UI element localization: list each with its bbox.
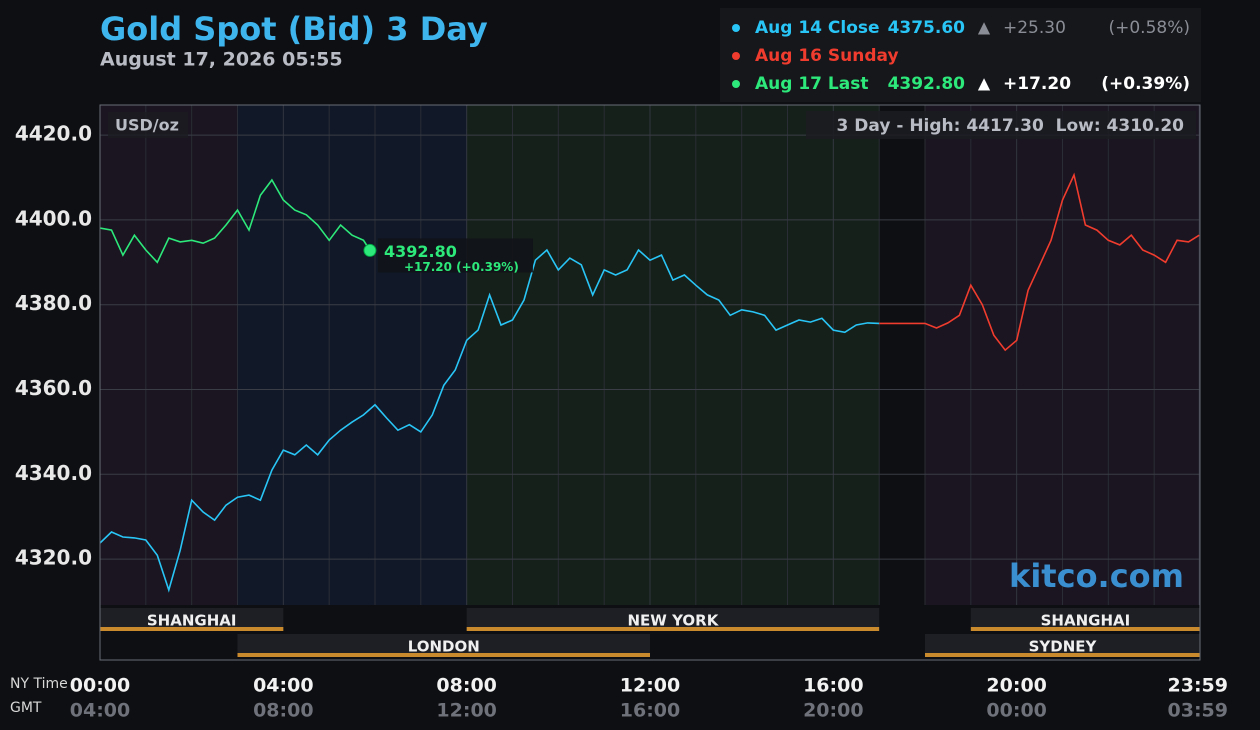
plot-border bbox=[99, 104, 1201, 661]
legend-marker bbox=[732, 80, 740, 88]
unit-box bbox=[108, 112, 188, 138]
legend-change-pct: (+0.39%) bbox=[1101, 74, 1190, 94]
session-bar bbox=[925, 634, 1200, 654]
chart-subtitle: August 17, 2026 05:55 bbox=[100, 49, 343, 71]
legend-marker bbox=[732, 52, 740, 60]
price-line bbox=[100, 248, 880, 593]
y-tick-label: 4360.0 bbox=[15, 376, 92, 400]
x-axis-label: NY Time bbox=[10, 676, 68, 692]
x-tick-label: 20:00 bbox=[986, 675, 1046, 697]
session-shading bbox=[237, 105, 467, 605]
x-tick-label: 08:00 bbox=[436, 675, 496, 697]
session-label: SHANGHAI bbox=[147, 612, 237, 630]
session-underline bbox=[970, 627, 1200, 631]
y-tick-label: 4420.0 bbox=[15, 122, 92, 146]
gmt-tick-label: 20:00 bbox=[803, 700, 863, 722]
price-line bbox=[100, 178, 371, 264]
session-shading bbox=[100, 105, 238, 605]
gmt-tick-label: 03:59 bbox=[1168, 700, 1228, 722]
y-tick-label: 4400.0 bbox=[15, 206, 92, 230]
session-underline bbox=[100, 627, 284, 631]
x-axis-label: GMT bbox=[10, 700, 42, 716]
x-tick-label: 16:00 bbox=[803, 675, 863, 697]
session-underline bbox=[237, 653, 650, 657]
watermark: kitco.com bbox=[1009, 557, 1184, 595]
session-underline bbox=[466, 627, 880, 631]
session-label: SYDNEY bbox=[1029, 638, 1098, 656]
legend-price: 4392.80 bbox=[888, 74, 966, 94]
legend-change-pct: (+0.58%) bbox=[1108, 18, 1190, 38]
session-label: SHANGHAI bbox=[1041, 612, 1131, 630]
legend-name: Aug 14 Close bbox=[755, 18, 880, 38]
legend-name: Aug 16 Sunday bbox=[755, 46, 899, 66]
range-box bbox=[806, 111, 1196, 139]
chart-title: Gold Spot (Bid) 3 Day bbox=[100, 10, 488, 48]
legend-price: 4375.60 bbox=[888, 18, 966, 38]
last-change: +17.20 (+0.39%) bbox=[404, 260, 519, 274]
gmt-tick-label: 04:00 bbox=[70, 700, 130, 722]
session-bar bbox=[466, 608, 880, 628]
session-shading bbox=[466, 105, 880, 605]
session-underline bbox=[925, 653, 1200, 657]
x-tick-label: 12:00 bbox=[620, 675, 680, 697]
session-shading bbox=[879, 105, 925, 605]
y-tick-label: 4320.0 bbox=[15, 546, 92, 570]
y-tick-label: 4380.0 bbox=[15, 291, 92, 315]
last-price: 4392.80 bbox=[384, 242, 457, 261]
price-line bbox=[879, 172, 1200, 352]
gmt-tick-label: 08:00 bbox=[253, 700, 313, 722]
gmt-tick-label: 12:00 bbox=[436, 700, 496, 722]
legend-name: Aug 17 Last bbox=[755, 74, 868, 94]
session-label: NEW YORK bbox=[628, 612, 720, 630]
legend-marker bbox=[732, 24, 740, 32]
x-tick-label: 04:00 bbox=[253, 675, 313, 697]
unit-label: USD/oz bbox=[115, 116, 179, 135]
legend-change: +17.20 bbox=[1003, 74, 1071, 94]
x-tick-label: 00:00 bbox=[70, 675, 130, 697]
plot-lines bbox=[100, 172, 1200, 593]
session-label: LONDON bbox=[408, 638, 480, 656]
x-tick-label: 23:59 bbox=[1168, 675, 1228, 697]
y-tick-label: 4340.0 bbox=[15, 461, 92, 485]
session-bar bbox=[970, 608, 1200, 628]
legend-change: +25.30 bbox=[1003, 18, 1066, 38]
legend-arrow: ▲ bbox=[978, 18, 991, 37]
range-label: 3 Day - High: 4417.30 Low: 4310.20 bbox=[837, 116, 1185, 136]
gmt-tick-label: 00:00 bbox=[986, 700, 1046, 722]
legend-box bbox=[720, 8, 1201, 102]
session-bar bbox=[100, 608, 284, 628]
gmt-tick-label: 16:00 bbox=[620, 700, 680, 722]
last-point bbox=[363, 243, 377, 257]
legend-arrow: ▲ bbox=[978, 74, 991, 93]
last-box bbox=[377, 238, 533, 273]
session-bar bbox=[237, 634, 650, 654]
